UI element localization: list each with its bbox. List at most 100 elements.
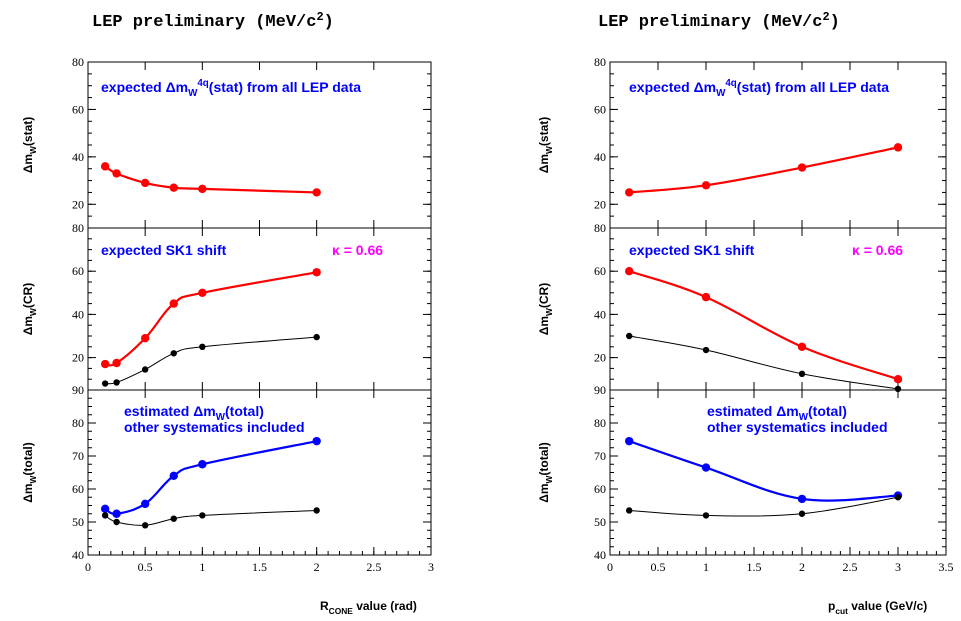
data-point xyxy=(701,181,711,190)
x-tick-label: 0.5 xyxy=(138,560,153,574)
data-point xyxy=(113,379,120,386)
kappa-label: κ = 0.66 xyxy=(332,242,383,258)
panel-1: 80 60 40 20 ΔmW(stat) expected ΔmW4q(stat) fr… xyxy=(21,55,432,229)
data-point xyxy=(626,507,633,514)
y-tick-label: 20 xyxy=(594,197,606,211)
y-tick-label: 70 xyxy=(72,449,84,463)
y-tick-label: 70 xyxy=(594,449,606,463)
y-tick-label: 60 xyxy=(72,482,84,496)
y-axis-label: ΔmW(total) xyxy=(21,442,38,503)
chart-title: LEP preliminary (MeV/c2) xyxy=(92,10,334,32)
x-tick-label: 1.5 xyxy=(747,560,762,574)
chart-pcut: LEP preliminary (MeV/c2)80604020ΔmW(stat… xyxy=(537,10,954,616)
x-tick-label: 2 xyxy=(314,560,320,574)
y-tick-label: 20 xyxy=(72,351,84,365)
y-tick-label: 40 xyxy=(72,150,84,164)
series-line-black xyxy=(105,336,317,385)
data-point xyxy=(312,268,321,277)
data-point xyxy=(170,350,177,357)
y-tick-label: 40 xyxy=(72,307,84,321)
data-point xyxy=(101,512,109,519)
y-axis-label: ΔmW(stat) xyxy=(21,117,38,174)
data-point xyxy=(199,512,206,519)
data-point xyxy=(313,333,320,341)
y-axis-label: ΔmW(total) xyxy=(537,442,554,503)
panel-annotation-2: other systematics included xyxy=(124,419,305,435)
series-line-black xyxy=(104,509,317,526)
x-axis-label: pcut value (GeV/c) xyxy=(828,599,927,616)
chart-rcone: LEP preliminary (MeV/c2)80604020ΔmW(stat… xyxy=(21,10,434,616)
data-point xyxy=(702,346,710,354)
data-point xyxy=(198,288,207,297)
y-tick-label: 20 xyxy=(72,197,84,211)
y-tick-label: 90 xyxy=(594,383,606,397)
panel-3: 90 80 70 60 50 40 ΔmW(total) estimated ΔmW(tota… xyxy=(537,383,947,562)
y-tick-label: 50 xyxy=(594,515,606,529)
data-point xyxy=(112,509,121,518)
data-point xyxy=(100,359,110,369)
y-tick-label: 80 xyxy=(72,55,84,69)
data-point xyxy=(100,504,110,513)
panel-annotation: estimated ΔmW(total) xyxy=(707,403,847,423)
x-tick-label: 0 xyxy=(85,560,91,574)
data-point xyxy=(701,292,711,302)
data-point xyxy=(169,471,178,480)
data-point xyxy=(797,494,807,504)
panel-annotation: estimated ΔmW(total) xyxy=(124,403,264,423)
data-point xyxy=(626,332,633,340)
data-point xyxy=(894,494,902,501)
data-point xyxy=(101,380,109,387)
x-tick-label: 3 xyxy=(895,560,901,574)
data-point xyxy=(798,370,806,377)
panel-1: 80 60 40 20 ΔmW(stat) expected ΔmW4q(stat) fr… xyxy=(537,55,947,229)
x-tick-label: 1.5 xyxy=(252,560,267,574)
data-point xyxy=(113,518,120,526)
series-line-blue xyxy=(628,440,899,502)
series-line-blue xyxy=(104,440,317,515)
data-point xyxy=(797,163,807,172)
panel-annotation: expected ΔmW4q(stat) from all LEP data xyxy=(629,78,889,99)
kappa-label: κ = 0.66 xyxy=(852,242,903,258)
data-point xyxy=(199,343,206,350)
data-point xyxy=(312,188,321,197)
data-point xyxy=(198,460,207,469)
panel-2: 80 60 40 20 ΔmW(CR) expected SK1 shift κ = 0.6… xyxy=(21,221,432,391)
x-tick-label: 2 xyxy=(799,560,805,574)
x-tick-label: 3 xyxy=(428,560,434,574)
x-tick-label: 0 xyxy=(607,560,613,574)
data-point xyxy=(798,510,806,517)
y-tick-label: 60 xyxy=(594,264,606,278)
x-axis-label: RCONE value (rad) xyxy=(320,599,417,616)
y-tick-label: 50 xyxy=(72,515,84,529)
data-point xyxy=(169,183,178,192)
y-tick-label: 60 xyxy=(72,264,84,278)
x-tick-label: 1 xyxy=(703,560,709,574)
data-point xyxy=(625,188,634,197)
y-tick-label: 20 xyxy=(594,351,606,365)
y-axis-label: ΔmW(stat) xyxy=(537,117,554,174)
x-tick-label: 2.5 xyxy=(843,560,858,574)
y-tick-label: 80 xyxy=(594,221,606,235)
data-point xyxy=(169,299,178,308)
x-tick-label: 2.5 xyxy=(366,560,381,574)
data-point xyxy=(702,512,710,519)
data-point xyxy=(141,522,149,529)
data-point xyxy=(893,375,903,384)
series-line-black xyxy=(629,496,899,517)
chart-title: LEP preliminary (MeV/c2) xyxy=(598,10,840,32)
data-point xyxy=(893,143,903,152)
data-point xyxy=(625,436,634,446)
data-point xyxy=(312,436,321,446)
x-tick-label: 0.5 xyxy=(651,560,666,574)
y-tick-label: 90 xyxy=(72,383,84,397)
y-tick-label: 40 xyxy=(72,548,84,562)
data-point xyxy=(894,385,902,393)
y-tick-label: 40 xyxy=(594,150,606,164)
series-line-red xyxy=(104,165,317,194)
y-tick-label: 80 xyxy=(594,416,606,430)
x-tick-label: 3.5 xyxy=(939,560,954,574)
panel-annotation: expected ΔmW4q(stat) from all LEP data xyxy=(101,78,361,99)
y-axis-label: ΔmW(CR) xyxy=(21,283,38,336)
series-line-black xyxy=(629,335,899,390)
